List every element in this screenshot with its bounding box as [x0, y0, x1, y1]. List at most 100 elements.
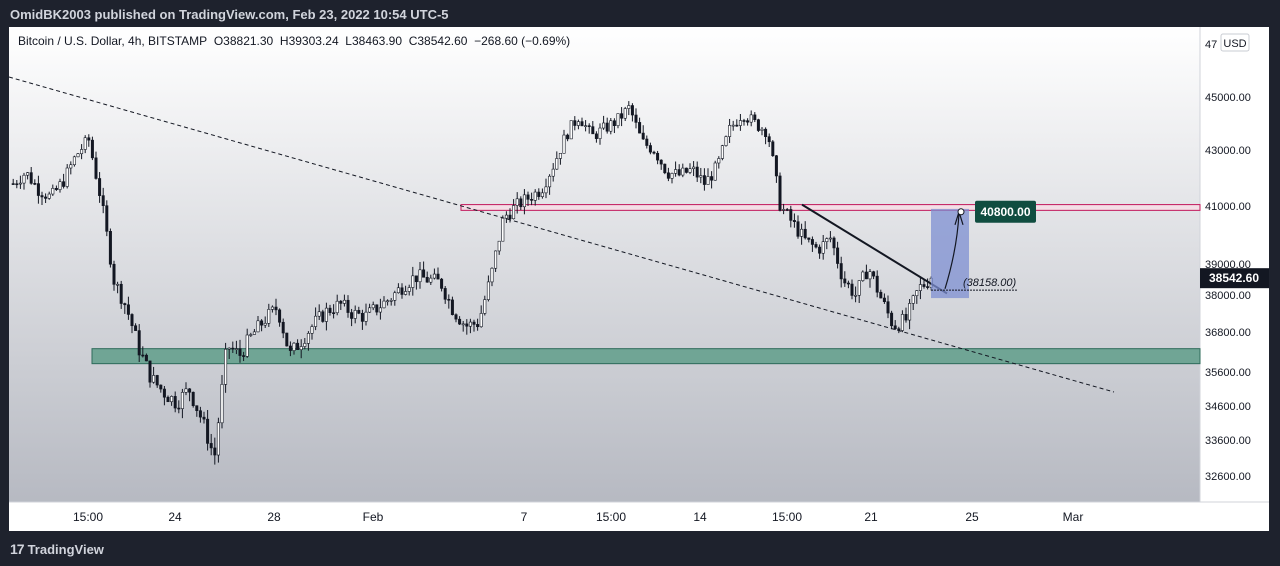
candle-body	[378, 307, 382, 313]
footer-brand[interactable]: 17 TradingView	[10, 541, 104, 557]
candle-body	[90, 139, 94, 159]
candle-body	[900, 314, 904, 331]
price-axis[interactable]	[1200, 27, 1269, 502]
candle-body	[209, 443, 213, 449]
candle-body	[882, 297, 886, 302]
candle-body	[562, 134, 566, 154]
candle-body	[418, 269, 422, 283]
candle-body	[119, 283, 123, 304]
candle-body	[828, 237, 832, 240]
candle-body	[515, 198, 519, 206]
candle-body	[548, 175, 552, 188]
change-value: −268.60 (−0.69%)	[474, 34, 571, 48]
time-axis[interactable]	[9, 502, 1269, 531]
candle-body	[544, 186, 548, 194]
candle-body	[846, 282, 850, 285]
candle-body	[908, 303, 912, 321]
candle-body	[447, 298, 451, 301]
candle-body	[108, 231, 112, 265]
candle-body	[198, 410, 202, 418]
y-tick-label: 34600.00	[1205, 401, 1251, 413]
candle-body	[188, 388, 192, 393]
candle-body	[126, 304, 130, 315]
currency-badge[interactable]	[1220, 33, 1250, 52]
candle-body	[512, 205, 516, 220]
candle-body	[76, 153, 80, 158]
candle-body	[519, 198, 523, 208]
candle-body	[818, 246, 822, 254]
candle-body	[72, 156, 76, 166]
y-tick-label: 38000.00	[1205, 290, 1251, 302]
dashed-trendline[interactable]	[9, 76, 1115, 393]
candle-body	[270, 306, 274, 310]
candle-body	[346, 299, 350, 313]
candle-body	[393, 292, 397, 301]
candle-body	[756, 119, 760, 131]
candle-body	[468, 321, 472, 327]
candle-body	[677, 169, 681, 176]
target-label-box[interactable]	[975, 200, 1036, 223]
candle-body	[292, 342, 296, 351]
candle-body	[630, 105, 634, 116]
candle-body	[364, 311, 368, 322]
candle-body	[368, 307, 372, 313]
candle-body	[310, 326, 314, 334]
candle-body	[36, 183, 40, 196]
candle-body	[728, 125, 732, 137]
candle-body	[861, 271, 865, 281]
candle-body	[918, 284, 922, 291]
candle-body	[810, 239, 814, 245]
candle-body	[609, 120, 613, 132]
resistance-band[interactable]	[460, 204, 1201, 211]
x-tick-label: Feb	[363, 510, 384, 524]
current-price-tag[interactable]	[1200, 268, 1269, 289]
candle-body	[242, 355, 246, 357]
candle-body	[450, 299, 454, 315]
candle-body	[890, 312, 894, 327]
candle-body	[342, 299, 346, 304]
projection-arrow[interactable]	[944, 213, 960, 289]
candle-body	[152, 375, 156, 383]
candle-body	[825, 238, 829, 242]
target-point[interactable]	[957, 208, 965, 216]
candle-body	[915, 290, 919, 297]
chart-area[interactable]: (38158.00) 40800.00 45000.00 43000.00 41000…	[9, 27, 1269, 531]
candle-body	[663, 163, 667, 174]
descending-trendline[interactable]	[801, 203, 948, 295]
candle-body	[170, 396, 174, 403]
candle-body	[137, 330, 141, 356]
candle-body	[576, 121, 580, 126]
candle-body	[774, 155, 778, 177]
candle-body	[375, 304, 379, 313]
candle-body	[177, 407, 181, 410]
support-zone[interactable]	[91, 348, 1201, 365]
candle-body	[296, 342, 300, 350]
candle-body	[872, 271, 876, 277]
symbol-name[interactable]: Bitcoin / U.S. Dollar, 4h, BITSTAMP	[18, 34, 208, 48]
candle-body	[288, 345, 292, 351]
candle-body	[231, 347, 235, 350]
y-tick-label: 35600.00	[1205, 367, 1251, 379]
x-tick-label: 21	[864, 510, 878, 524]
candle-body	[65, 167, 69, 187]
candle-body	[22, 174, 26, 184]
candle-body	[540, 192, 544, 197]
chart-background	[9, 27, 1269, 531]
candle-body	[857, 280, 861, 296]
candle-body	[234, 348, 238, 350]
candle-body	[252, 331, 256, 335]
candle-body	[886, 301, 890, 314]
candle-body	[666, 172, 670, 179]
candle-body	[407, 287, 411, 292]
candle-body	[771, 141, 775, 157]
candle-body	[303, 343, 307, 347]
candle-body	[134, 325, 138, 331]
candle-body	[332, 312, 336, 314]
candle-body	[260, 320, 264, 326]
candle-body	[432, 273, 436, 279]
candle-body	[738, 120, 742, 126]
candle-body	[724, 136, 728, 146]
candle-body	[314, 315, 318, 327]
candle-body	[497, 240, 501, 252]
candle-body	[742, 120, 746, 122]
